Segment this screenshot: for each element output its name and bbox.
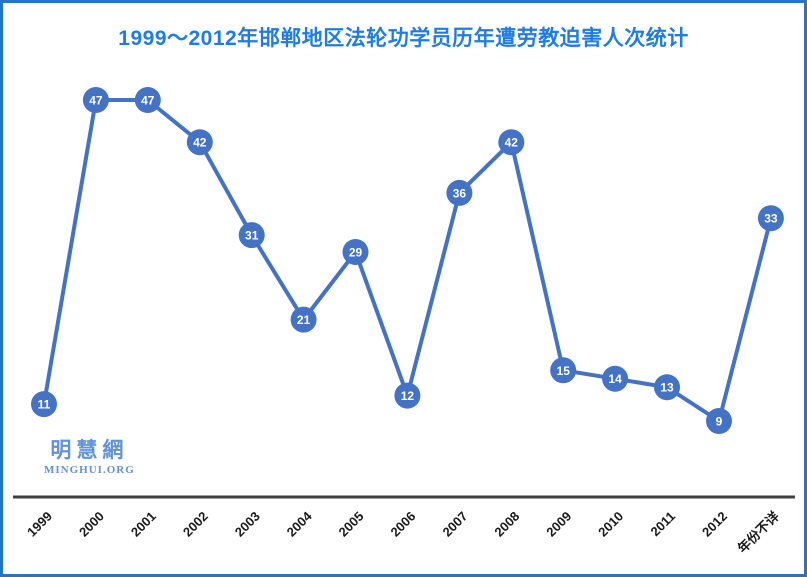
data-point-value-label: 9 <box>716 415 723 429</box>
data-point-marker <box>290 306 317 333</box>
data-point-value-label: 14 <box>608 372 622 386</box>
data-point-value-label: 42 <box>505 136 519 150</box>
data-point-value-label: 47 <box>141 94 155 108</box>
data-point-value-label: 47 <box>89 94 103 108</box>
data-point-marker <box>706 408 732 434</box>
minghui-logo-chinese: 明慧網 <box>50 439 129 462</box>
chart-title: 1999～2012年邯郸地区法轮功学员历年遭劳教迫害人次统计 <box>118 27 689 50</box>
minghui-logo: 明慧網 MINGHUI.ORG <box>44 440 135 476</box>
data-point-value-label: 33 <box>764 212 778 226</box>
x-tick-label: 2003 <box>232 509 263 540</box>
x-tick-label: 2005 <box>336 509 367 540</box>
x-tick-label: 2008 <box>491 509 522 540</box>
x-tick-label: 2010 <box>595 509 626 540</box>
data-point-marker <box>446 179 473 206</box>
x-tick-label: 2006 <box>387 509 418 540</box>
x-tick-label: 2011 <box>648 509 679 540</box>
data-point-marker <box>498 129 525 156</box>
data-point-value-label: 13 <box>660 381 674 395</box>
data-point-marker <box>654 374 680 401</box>
data-point-marker <box>82 87 109 113</box>
minghui-logo-latin: MINGHUI.ORG <box>44 464 135 476</box>
data-point-value-label: 36 <box>453 186 467 200</box>
x-tick-label: 2007 <box>439 509 470 540</box>
data-series-line <box>42 98 773 423</box>
data-point-value-label: 31 <box>245 229 259 243</box>
data-point-value-label: 15 <box>557 364 571 378</box>
x-tick-label: 2001 <box>128 509 159 540</box>
x-tick-label: 2004 <box>284 508 316 540</box>
data-point-value-label: 12 <box>401 389 415 403</box>
data-point-marker <box>134 87 161 113</box>
data-point-marker <box>550 357 577 384</box>
data-point-marker <box>238 222 265 249</box>
data-point-value-label: 29 <box>349 246 363 260</box>
x-tick-label: 2009 <box>543 509 574 540</box>
data-point-value-label: 11 <box>38 398 51 412</box>
data-point-marker <box>31 391 57 418</box>
data-point-marker <box>186 129 213 156</box>
data-point-value-label: 42 <box>193 136 207 150</box>
x-tick-label: 2000 <box>76 509 107 540</box>
x-tick-label: 2002 <box>180 509 211 540</box>
data-point-marker <box>602 365 629 392</box>
x-tick-label: 1999 <box>24 509 55 540</box>
data-point-marker <box>342 239 369 265</box>
x-tick-label: 2012 <box>699 509 730 540</box>
data-point-marker <box>394 382 421 409</box>
data-point-marker <box>757 205 784 232</box>
x-tick-label: 年份不详 <box>735 509 782 556</box>
data-point-value-label: 21 <box>297 313 311 327</box>
